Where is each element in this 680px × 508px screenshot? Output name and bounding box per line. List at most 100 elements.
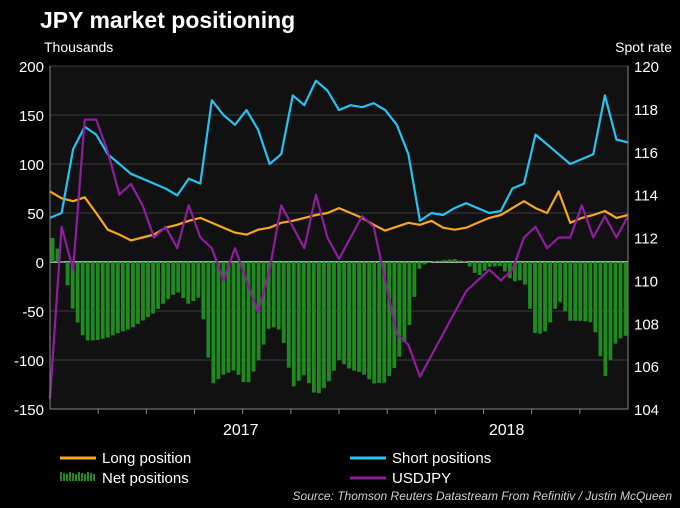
net-position-bar-28 <box>191 262 196 302</box>
net-position-bar-55 <box>327 262 331 382</box>
net-position-bar-13 <box>115 262 120 334</box>
net-position-bar-39 <box>246 262 251 383</box>
x-tick-label-2017: 2017 <box>223 422 259 439</box>
net-position-bar-5 <box>75 262 80 323</box>
net-position-bar-105 <box>578 262 583 321</box>
legend-label-net-positions: Net positions <box>102 470 189 487</box>
right-tick-label-1: 118 <box>634 102 658 119</box>
left-tick-label-2: 100 <box>19 157 44 174</box>
net-position-bar-43 <box>266 262 271 329</box>
net-position-bar-23 <box>166 262 171 300</box>
legend-swatch-bar-7 <box>81 473 83 481</box>
legend-label-usdjpy: USDJPY <box>392 470 451 487</box>
net-positions-bars <box>50 237 628 394</box>
net-position-bar-14 <box>120 262 125 332</box>
chart-title: JPY market positioning <box>40 7 295 33</box>
long-position-line <box>49 190 629 242</box>
net-position-bar-96 <box>533 262 537 334</box>
net-position-bar-69 <box>397 262 402 357</box>
legend-swatch-bar-2 <box>66 474 68 481</box>
net-position-bar-16 <box>131 262 135 328</box>
net-position-bar-102 <box>563 262 568 312</box>
net-position-bar-61 <box>357 262 362 372</box>
legend-swatch-bar-4 <box>72 473 74 481</box>
legend-item-usdjpy: USDJPY <box>350 470 451 487</box>
source-note: Source: Thomson Reuters Datastream From … <box>293 489 673 503</box>
net-position-bar-30 <box>201 262 206 320</box>
net-position-bar-91 <box>507 262 512 279</box>
net-position-bar-25 <box>176 262 181 293</box>
net-position-bar-83 <box>467 262 472 267</box>
left-tick-label-0: 200 <box>19 59 44 76</box>
right-tick-label-0: 120 <box>634 59 659 76</box>
net-position-bar-108 <box>593 262 598 333</box>
net-position-bar-24 <box>171 262 176 295</box>
net-position-bar-77 <box>437 260 442 262</box>
net-position-bar-75 <box>427 262 432 263</box>
net-position-bar-95 <box>528 262 532 309</box>
net-position-bar-113 <box>618 262 623 339</box>
net-position-bar-103 <box>568 262 573 321</box>
legend-item-net-positions: Net positions <box>60 470 189 487</box>
series-lines <box>48 79 629 399</box>
net-position-bar-12 <box>110 262 115 336</box>
legend-swatch-bar-8 <box>84 474 86 481</box>
net-position-bar-78 <box>442 259 447 262</box>
right-tick-label-5: 110 <box>634 273 658 290</box>
legend-swatch-bar-0 <box>60 472 62 481</box>
net-position-bar-99 <box>548 262 553 323</box>
net-position-bar-89 <box>497 262 502 267</box>
net-position-bar-82 <box>462 261 467 263</box>
net-position-bar-85 <box>477 262 482 275</box>
net-position-bar-46 <box>281 262 286 343</box>
net-position-bar-97 <box>538 262 542 334</box>
net-position-bar-38 <box>241 262 246 383</box>
right-axis-label: Spot rate <box>615 39 672 55</box>
net-position-bar-35 <box>226 262 231 373</box>
net-position-bar-80 <box>452 259 457 262</box>
right-tick-label-7: 106 <box>634 359 659 376</box>
net-position-bar-15 <box>125 262 130 330</box>
right-tick-label-6: 108 <box>634 316 659 333</box>
net-position-bar-34 <box>221 262 226 375</box>
net-position-bar-88 <box>492 262 497 267</box>
net-position-bar-107 <box>588 262 593 323</box>
net-position-bar-87 <box>487 262 492 267</box>
net-position-bar-114 <box>623 262 628 336</box>
net-position-bar-36 <box>231 262 236 371</box>
net-position-bar-56 <box>332 262 336 371</box>
net-position-bar-71 <box>407 262 412 325</box>
net-position-bar-73 <box>417 262 422 269</box>
legend-swatch-bar-9 <box>87 472 89 481</box>
net-position-bar-106 <box>583 262 588 322</box>
net-position-bar-63 <box>367 262 372 380</box>
net-position-bar-29 <box>196 262 201 298</box>
net-position-bar-64 <box>372 262 377 384</box>
net-position-bar-10 <box>100 262 105 339</box>
legend: Long position Short positions Net position… <box>60 450 491 487</box>
legend-item-short-positions: Short positions <box>350 450 491 467</box>
net-position-bar-76 <box>432 261 437 262</box>
net-position-bar-2 <box>60 261 65 263</box>
net-position-bar-92 <box>513 262 517 282</box>
net-position-bar-93 <box>518 262 522 281</box>
net-position-bar-90 <box>502 262 507 272</box>
net-position-bar-33 <box>216 262 221 379</box>
short-positions-line <box>49 79 629 222</box>
net-position-bar-57 <box>337 262 341 360</box>
left-tick-label-4: 0 <box>36 255 44 272</box>
x-axis: 2017 2018 <box>97 409 581 439</box>
net-position-bar-94 <box>523 262 527 285</box>
right-tick-label-4: 112 <box>634 231 658 248</box>
right-tick-label-8: 104 <box>634 402 659 419</box>
net-position-bar-111 <box>608 262 613 360</box>
net-position-bar-22 <box>161 262 165 304</box>
legend-label-long-position: Long position <box>102 450 191 467</box>
legend-swatch-bar-5 <box>75 474 77 481</box>
left-tick-label-5: -50 <box>22 304 44 321</box>
net-position-bar-44 <box>271 262 276 328</box>
right-y-axis: 120 118 116 114 112 110 108 106 104 <box>634 59 659 419</box>
net-position-bar-20 <box>151 262 155 314</box>
legend-label-short-positions: Short positions <box>392 450 491 467</box>
net-position-bar-48 <box>291 262 296 387</box>
